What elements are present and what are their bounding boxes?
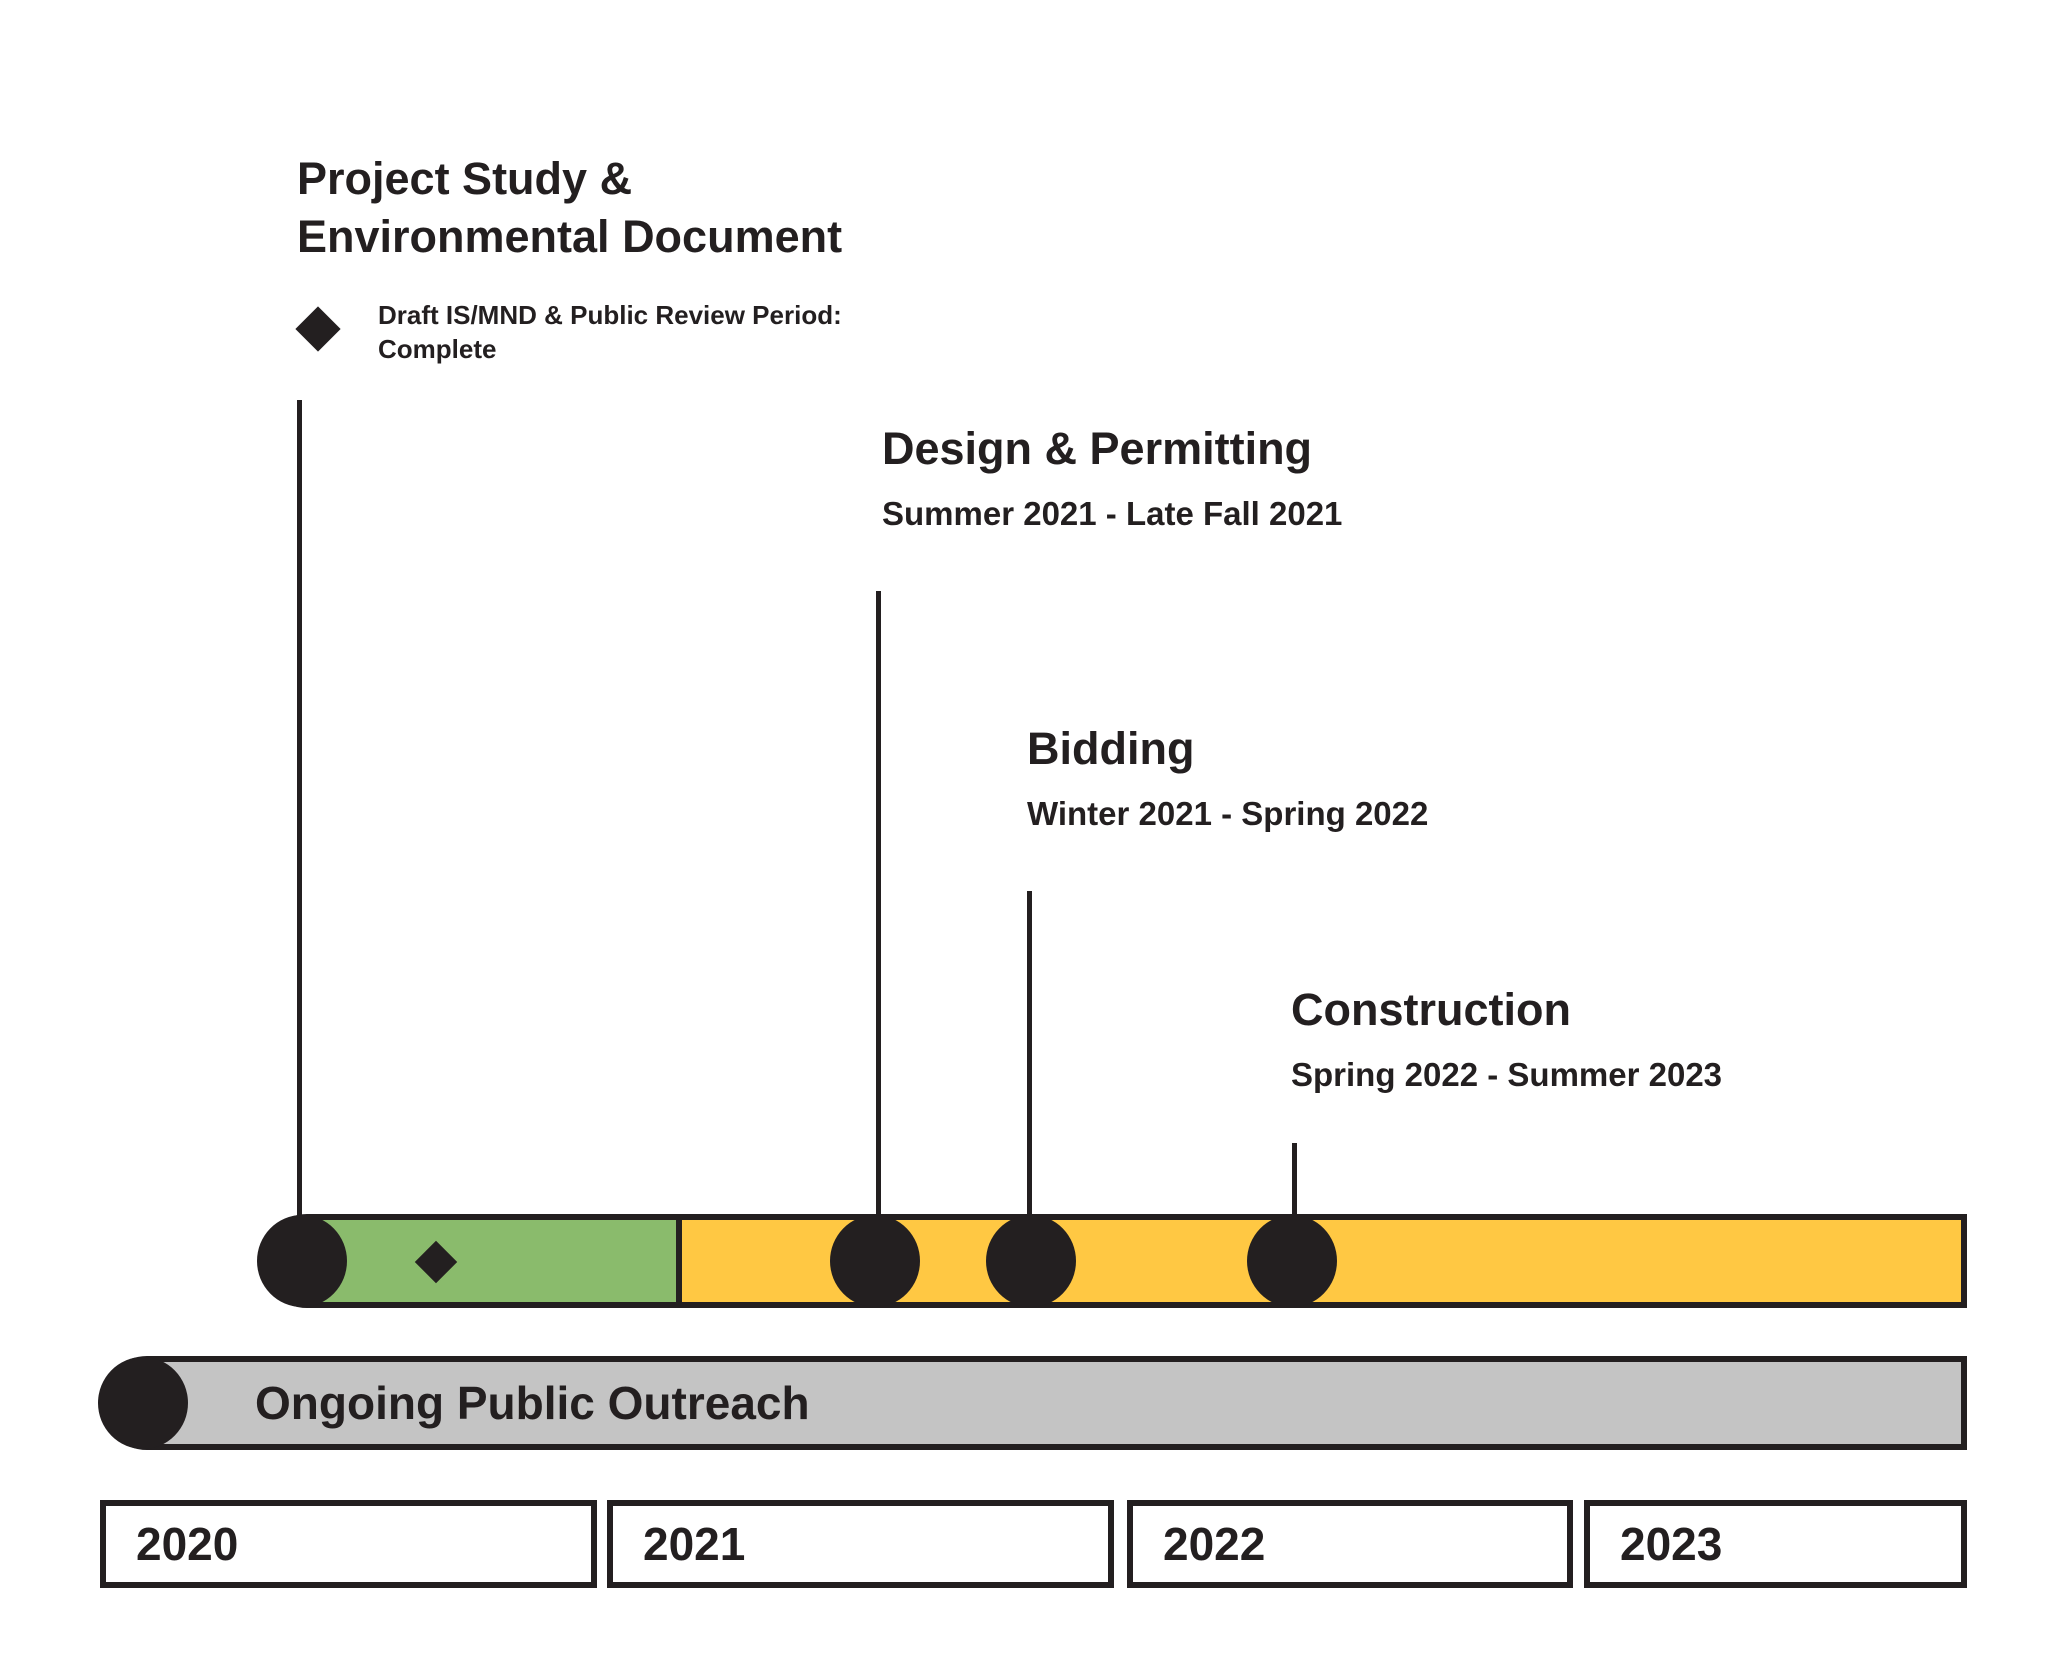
- phase-dates-design: Summer 2021 - Late Fall 2021: [882, 495, 1343, 532]
- outreach-dot: [98, 1357, 188, 1449]
- milestone-label: Draft IS/MND & Public Review Period: Com…: [378, 298, 842, 366]
- milestone-dot-bidding: [986, 1215, 1076, 1307]
- year-label: 2022: [1163, 1518, 1266, 1570]
- phase-title-bidding: Bidding: [1027, 723, 1195, 774]
- year-label: 2020: [136, 1518, 239, 1570]
- phase-title-line2: Environmental Document: [297, 211, 843, 262]
- year-label: 2023: [1620, 1518, 1723, 1570]
- milestone-label-line1: Draft IS/MND & Public Review Period:: [378, 300, 842, 330]
- leader-line-design: [876, 591, 881, 1216]
- year-box-2022: 2022: [1127, 1500, 1573, 1588]
- year-box-2023: 2023: [1584, 1500, 1967, 1588]
- outreach-label: Ongoing Public Outreach: [255, 1377, 810, 1429]
- diamond-icon: [295, 306, 341, 352]
- phase-dates-bidding: Winter 2021 - Spring 2022: [1027, 795, 1429, 832]
- phase-title-design: Design & Permitting: [882, 423, 1313, 474]
- timeline-bar: [260, 1214, 1967, 1308]
- year-box-2020: 2020: [100, 1500, 597, 1588]
- leader-line-bidding: [1027, 891, 1032, 1216]
- leader-line-construction: [1292, 1143, 1297, 1216]
- outreach-bar: Ongoing Public Outreach: [100, 1356, 1967, 1450]
- milestone-label-line2: Complete: [378, 334, 497, 364]
- phase-title-line1: Project Study &: [297, 153, 633, 204]
- phase-title-construction: Construction: [1291, 984, 1571, 1035]
- milestone-dot-project-study: [257, 1215, 347, 1307]
- phase-title-project-study: Project Study & Environmental Document: [297, 150, 842, 266]
- year-label: 2021: [643, 1518, 746, 1570]
- phase-dates-construction: Spring 2022 - Summer 2023: [1291, 1056, 1723, 1093]
- year-box-2021: 2021: [607, 1500, 1114, 1588]
- milestone-dot-design: [830, 1215, 920, 1307]
- milestone-dot-construction: [1247, 1215, 1337, 1307]
- leader-line-project-study: [297, 400, 302, 1216]
